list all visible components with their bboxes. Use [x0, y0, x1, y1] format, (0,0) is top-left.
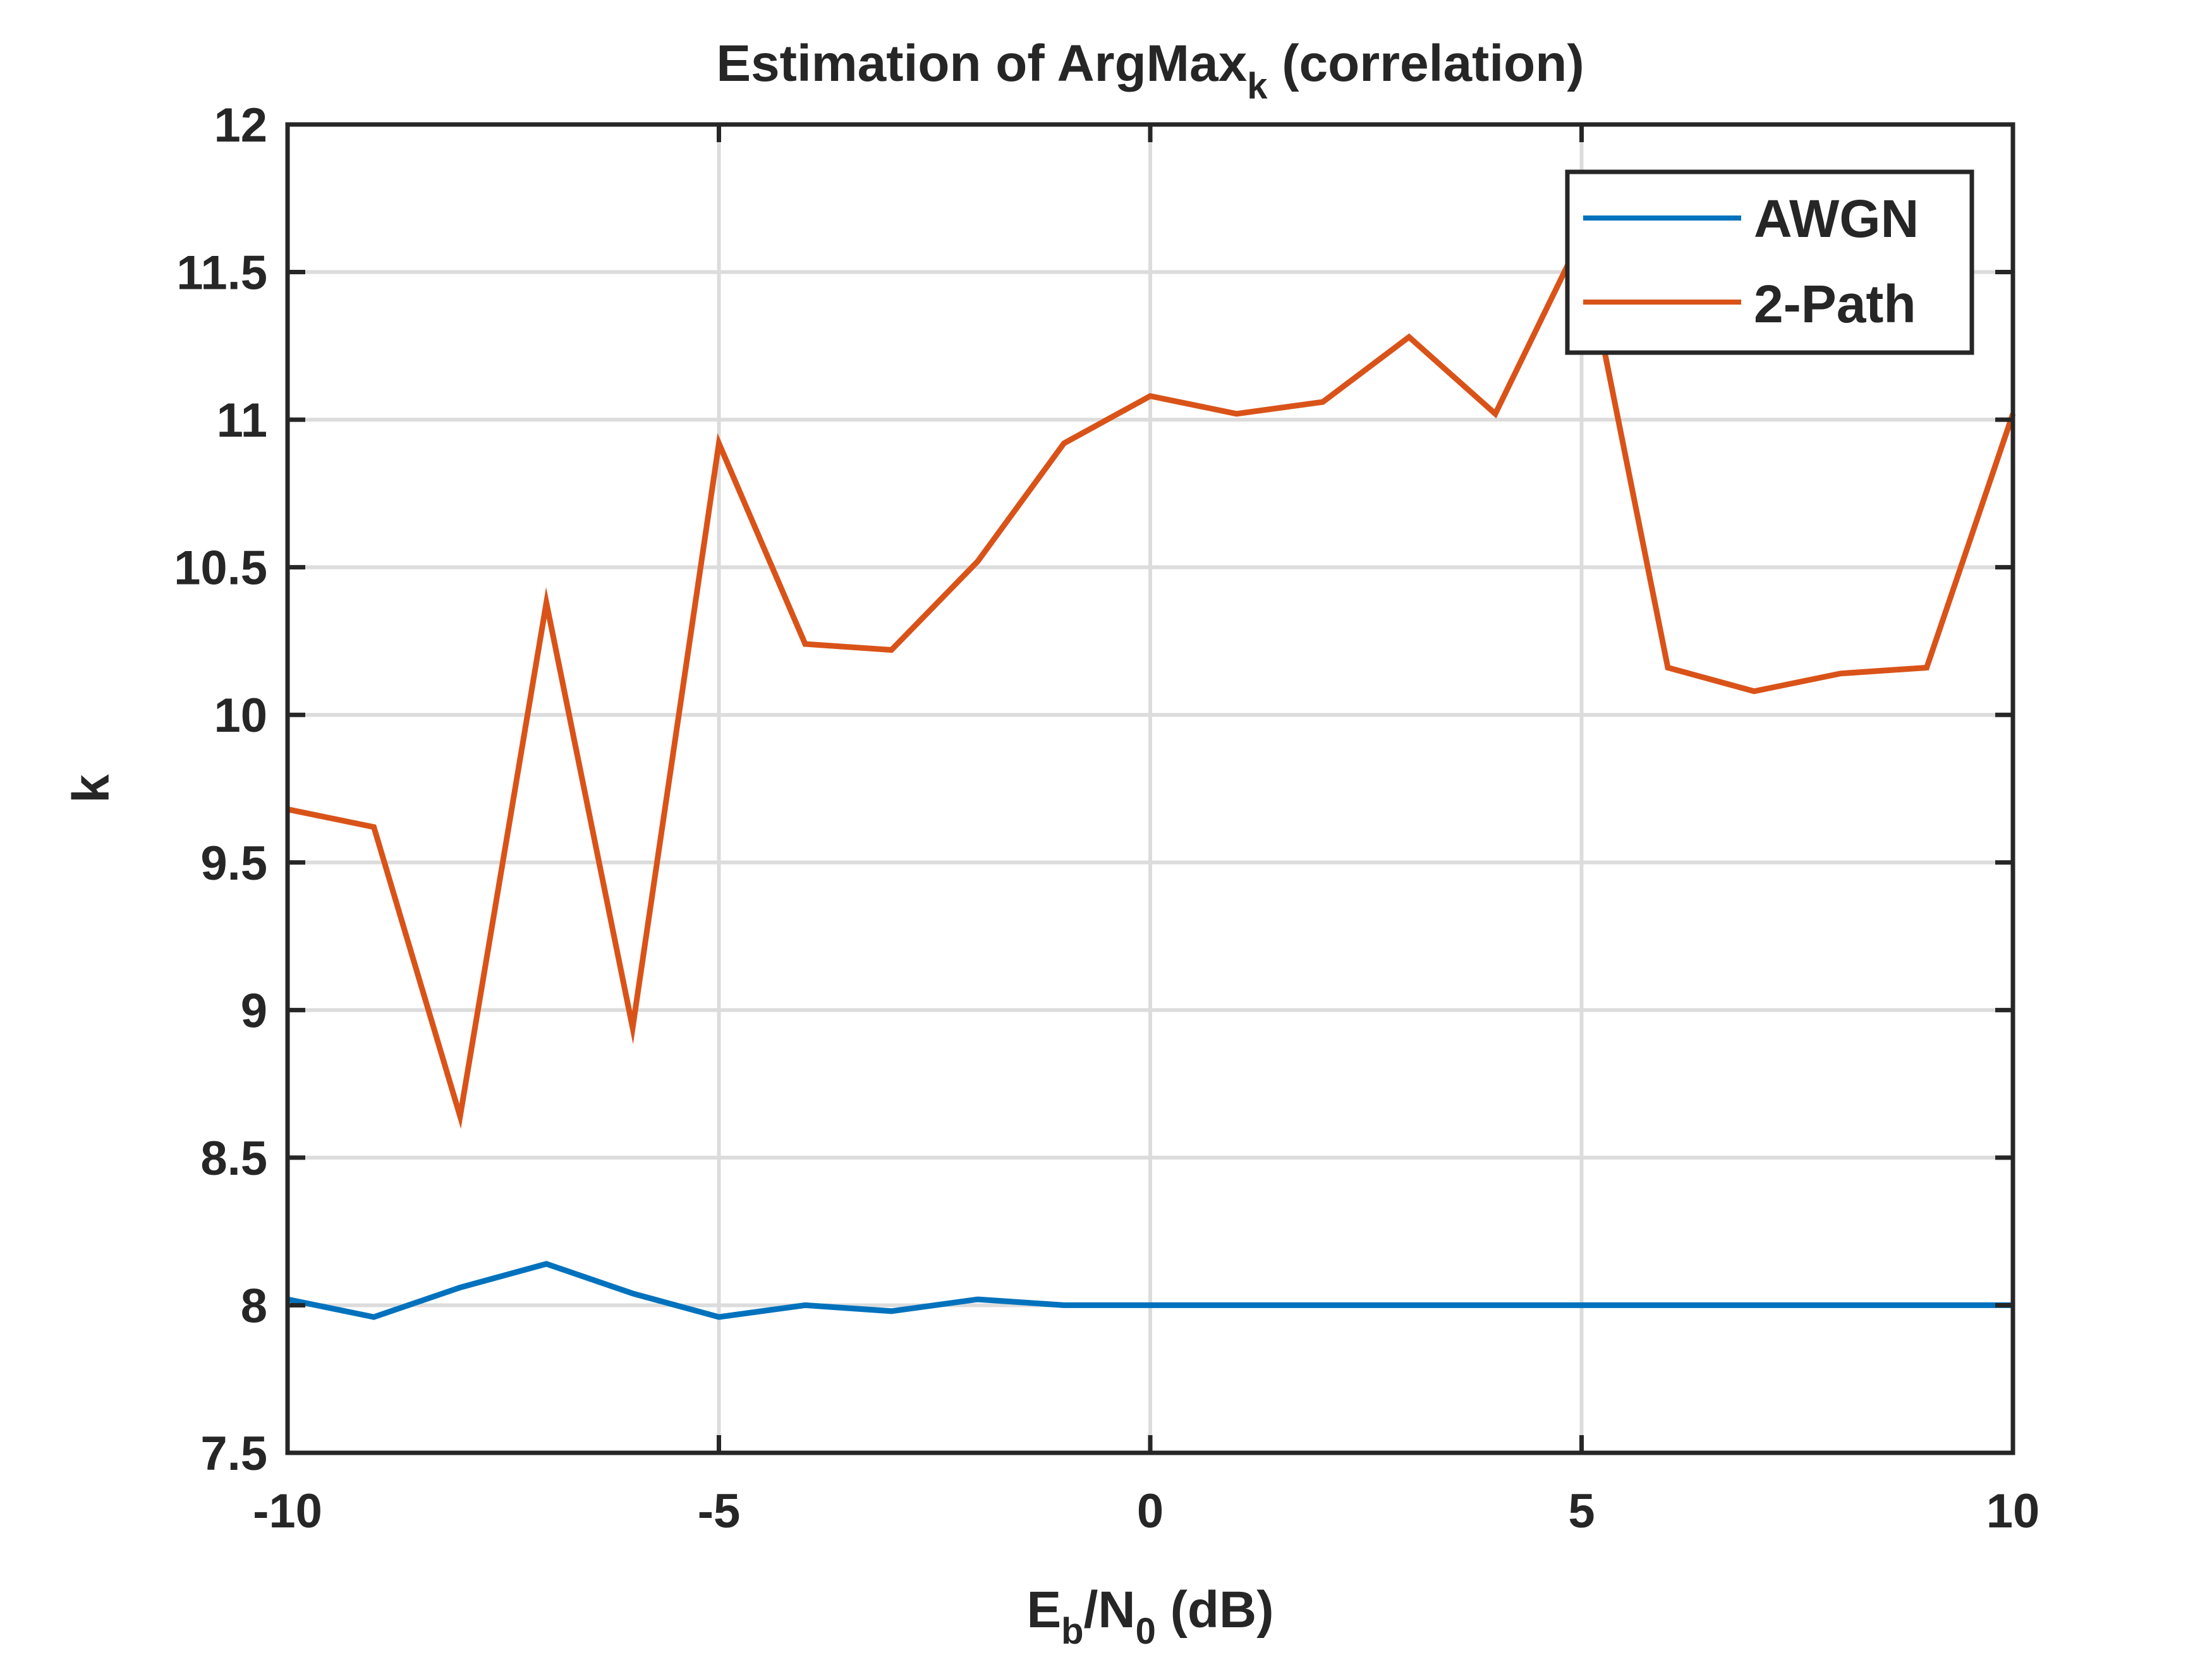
tick-labels-layer: -10 -5 0 5 10 7.5 8 8.5 9 9.5 10 10.5 11 11.5 12	[174, 99, 2039, 1538]
legend-label-awgn: AWGN	[1754, 189, 1919, 248]
x-tick-label: -5	[698, 1484, 741, 1538]
axes-box	[285, 122, 2015, 1455]
x-tick-label: -10	[253, 1484, 322, 1538]
y-tick-label: 9.5	[200, 837, 267, 890]
x-tick-label: 0	[1137, 1484, 1164, 1538]
y-tick-label: 10.5	[174, 542, 267, 595]
y-tick-label: 11.5	[176, 246, 267, 300]
legend: AWGN 2-Path	[1565, 169, 1974, 355]
y-tick-label: 8.5	[200, 1132, 267, 1186]
x-axis-label: Eb/N0 (dB)	[1026, 1581, 1273, 1652]
chart-title-subscript: k	[1247, 66, 1268, 107]
series-line-2-path	[287, 227, 2016, 1129]
series-layer	[287, 227, 2016, 1320]
x-axis-label-units: (dB)	[1156, 1581, 1274, 1639]
chart-title-suffix: (correlation)	[1267, 35, 1584, 92]
y-tick-label: 8	[241, 1279, 267, 1333]
series-line-awgn	[287, 1261, 2013, 1320]
x-tick-label: 5	[1568, 1484, 1595, 1538]
x-axis-label-sub-b: b	[1061, 1611, 1083, 1652]
y-tick-label: 10	[214, 689, 267, 743]
x-axis-label-e: E	[1026, 1581, 1061, 1639]
y-tick-label: 9	[241, 984, 267, 1038]
chart-title-main: Estimation of ArgMax	[716, 35, 1247, 92]
legend-label-2-path: 2-Path	[1754, 274, 1916, 334]
y-tick-label: 7.5	[200, 1427, 267, 1481]
x-axis-label-sub-0: 0	[1136, 1611, 1156, 1652]
legend-box	[1565, 169, 1974, 355]
y-tick-label: 11	[217, 394, 267, 447]
y-tick-label: 12	[214, 99, 267, 152]
x-tick-label: 10	[1986, 1484, 2040, 1538]
y-axis-label: k	[63, 774, 120, 803]
chart-title: Estimation of ArgMaxk (correlation)	[716, 35, 1584, 107]
x-axis-label-n: /N	[1084, 1581, 1136, 1639]
